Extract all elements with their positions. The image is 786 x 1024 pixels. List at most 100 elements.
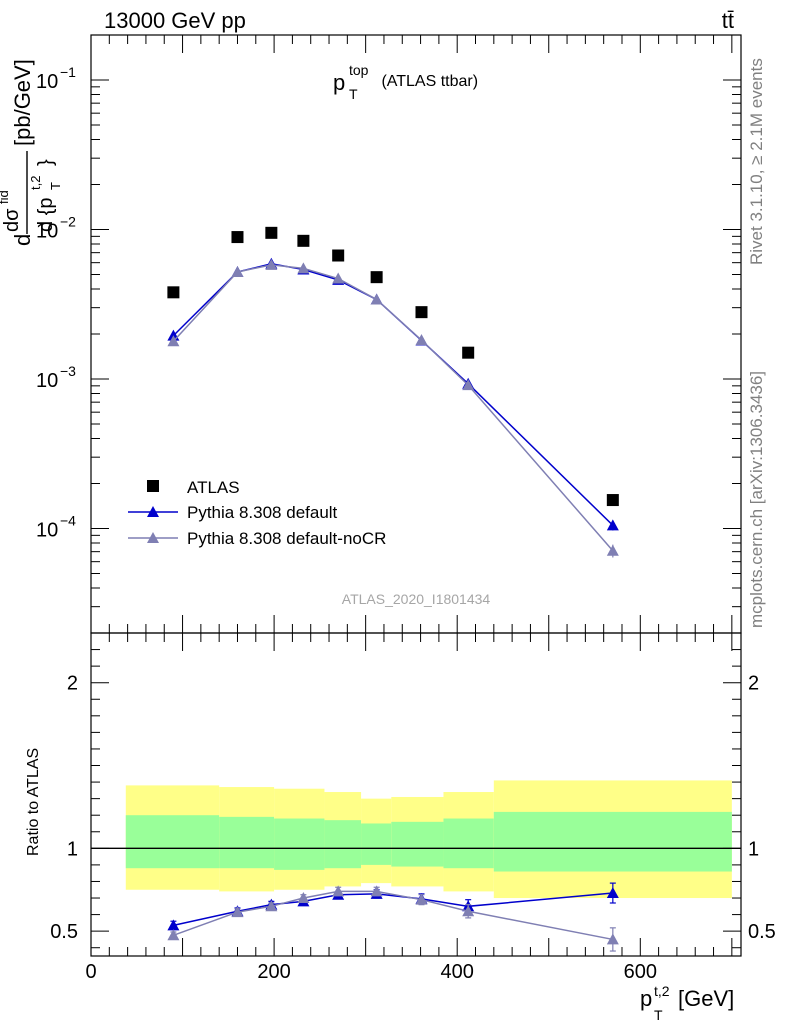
atlas-data-point bbox=[606, 494, 619, 507]
svg-text:dσ: dσ bbox=[1, 208, 23, 232]
process-label: tt̄ bbox=[722, 8, 734, 33]
legend-label-default: Pythia 8.308 default bbox=[187, 503, 338, 522]
inner-band-segment bbox=[361, 823, 392, 865]
main-series-point-2 bbox=[297, 262, 310, 274]
tick-base: 10 bbox=[36, 71, 58, 93]
ratio-series-point-1 bbox=[332, 885, 345, 897]
ratio-panel-frame bbox=[90, 632, 742, 957]
ratio-series-point-1 bbox=[265, 900, 278, 912]
main-y-tick-labels: 10−110−210−310−4 bbox=[36, 64, 76, 542]
legend-label-nocr: Pythia 8.308 default-noCR bbox=[187, 529, 386, 548]
svg-text:[pb/GeV]: [pb/GeV] bbox=[10, 59, 35, 146]
ratio-y-tick-label-right: 1 bbox=[748, 838, 759, 860]
x-tick-label: 0 bbox=[85, 961, 96, 983]
ratio-series-point-0 bbox=[606, 887, 619, 899]
ratio-y-tick-label-right: 0.5 bbox=[748, 921, 776, 943]
tick-exponent: −1 bbox=[60, 64, 76, 80]
svg-text:(ATLAS ttbar): (ATLAS ttbar) bbox=[377, 73, 478, 90]
main-series-point-2 bbox=[606, 544, 619, 556]
main-axis-ticks bbox=[90, 34, 741, 634]
svg-text:[GeV]: [GeV] bbox=[678, 986, 734, 1011]
svg-text:d {p: d {p bbox=[35, 198, 57, 232]
main-y-axis-title: d dσ fid d {p T t,2 } [pb/GeV] bbox=[0, 59, 63, 246]
ratio-series-point-1 bbox=[167, 929, 180, 941]
atlas-data-point bbox=[370, 271, 383, 284]
x-axis-title: p T t,2 [GeV] bbox=[640, 983, 734, 1023]
ratio-y-tick-label: 0.5 bbox=[50, 921, 78, 943]
main-series-point-2 bbox=[265, 258, 278, 270]
main-series-point-2 bbox=[370, 293, 383, 305]
svg-text:fid: fid bbox=[0, 190, 11, 204]
main-y-tick-label: 10 −2 bbox=[36, 214, 76, 243]
ratio-series-point-1 bbox=[231, 906, 244, 918]
rivet-label: Rivet 3.1.10, ≥ 2.1M events bbox=[747, 58, 766, 265]
main-series-point-2 bbox=[462, 379, 475, 391]
ratio-y-axis-title: Ratio to ATLAS bbox=[25, 748, 42, 856]
legend-marker-nocr bbox=[147, 532, 159, 543]
main-series-point-2 bbox=[231, 265, 244, 277]
svg-text:p: p bbox=[333, 70, 345, 95]
inner-band-segment bbox=[274, 818, 325, 870]
inner-band-segment bbox=[324, 820, 362, 869]
atlas-data-point bbox=[415, 306, 428, 319]
ratio-y-tick-label-right: 2 bbox=[748, 673, 759, 695]
legend-marker-default bbox=[147, 506, 159, 517]
ratio-y-tick-label: 1 bbox=[67, 838, 78, 860]
inner-band-segment bbox=[493, 811, 732, 872]
ratio-y-tick-labels: 0.5 0.5 1 1 2 2 bbox=[50, 673, 776, 943]
legend: ATLAS Pythia 8.308 default Pythia 8.308 … bbox=[128, 478, 386, 548]
main-series-point-2 bbox=[415, 334, 428, 346]
main-y-tick-label: 10 −4 bbox=[36, 513, 76, 542]
ratio-x-tick-labels: 0 200 400 600 bbox=[85, 961, 657, 983]
inner-band-segment bbox=[443, 818, 494, 869]
atlas-data-point bbox=[462, 346, 475, 359]
ratio-series-point-1 bbox=[370, 885, 383, 897]
main-series-point-2 bbox=[332, 272, 345, 284]
ratio-series-layer bbox=[167, 882, 619, 952]
svg-text:T: T bbox=[48, 182, 63, 190]
ratio-series-point-1 bbox=[415, 893, 428, 905]
main-y-tick-label: 10 −1 bbox=[36, 64, 76, 93]
tick-exponent: −4 bbox=[60, 513, 76, 529]
tick-base: 10 bbox=[36, 221, 58, 243]
svg-text:t,2: t,2 bbox=[28, 176, 43, 190]
svg-text:}: } bbox=[35, 159, 57, 166]
main-y-tick-label: 10 −3 bbox=[36, 363, 76, 392]
atlas-data-point bbox=[297, 234, 310, 247]
ratio-series-point-1 bbox=[297, 892, 310, 904]
svg-text:d: d bbox=[10, 234, 35, 246]
collision-label: 13000 GeV pp bbox=[104, 8, 246, 33]
legend-marker-atlas bbox=[147, 480, 159, 492]
main-series-point-2 bbox=[167, 335, 180, 347]
atlas-data-point bbox=[167, 286, 180, 299]
svg-text:p: p bbox=[640, 986, 652, 1011]
svg-text:t,2: t,2 bbox=[654, 983, 670, 999]
legend-label-atlas: ATLAS bbox=[187, 478, 240, 497]
inner-band-segment bbox=[125, 815, 220, 869]
analysis-watermark: ATLAS_2020_I1801434 bbox=[342, 591, 491, 607]
x-tick-label: 600 bbox=[624, 961, 657, 983]
atlas-data-point bbox=[231, 231, 244, 244]
inner-band-segment bbox=[391, 821, 444, 867]
tick-base: 10 bbox=[36, 520, 58, 542]
ratio-axis-ticks bbox=[90, 633, 741, 956]
ratio-series-point-1 bbox=[606, 933, 619, 945]
svg-text:T: T bbox=[654, 1007, 663, 1023]
svg-text:top: top bbox=[349, 62, 369, 78]
atlas-data-point bbox=[265, 226, 278, 239]
x-tick-label: 200 bbox=[257, 961, 290, 983]
x-tick-label: 400 bbox=[441, 961, 474, 983]
ratio-bands bbox=[125, 780, 732, 899]
main-series-point-1 bbox=[606, 519, 619, 531]
ratio-series-point-0 bbox=[167, 919, 180, 931]
tick-exponent: −2 bbox=[60, 214, 76, 230]
main-series-layer bbox=[167, 226, 619, 558]
tick-base: 10 bbox=[36, 370, 58, 392]
svg-text:T: T bbox=[349, 86, 358, 102]
mcplots-label: mcplots.cern.ch [arXiv:1306.3436] bbox=[747, 371, 766, 628]
plot-title: p top T (ATLAS ttbar) bbox=[333, 62, 478, 102]
ratio-series-point-1 bbox=[462, 905, 475, 917]
tick-exponent: −3 bbox=[60, 363, 76, 379]
ratio-y-tick-label: 2 bbox=[67, 673, 78, 695]
